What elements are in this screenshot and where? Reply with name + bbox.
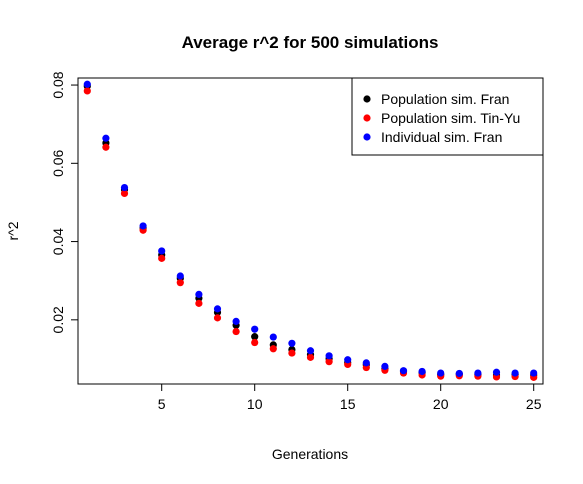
data-point — [251, 333, 259, 341]
x-axis: 5 10 15 20 25 — [158, 383, 542, 412]
legend-marker — [363, 95, 371, 103]
data-point — [176, 272, 184, 280]
y-axis-label: r^2 — [5, 221, 21, 240]
data-point — [344, 356, 352, 364]
data-point — [102, 143, 110, 151]
y-tick-label: 0.08 — [50, 71, 66, 98]
series-3 — [83, 80, 538, 378]
data-point — [288, 349, 296, 357]
data-point — [474, 369, 482, 377]
data-point — [530, 369, 538, 377]
data-point — [306, 353, 315, 361]
data-point — [399, 367, 408, 375]
data-point — [213, 305, 222, 313]
data-point — [325, 358, 333, 366]
data-point — [139, 222, 147, 230]
data-point — [455, 369, 463, 378]
data-point — [418, 367, 426, 376]
data-point — [251, 325, 259, 333]
legend-label: Population sim. Fran — [381, 91, 509, 107]
data-point — [269, 345, 277, 353]
data-point — [381, 362, 389, 370]
data-point — [251, 338, 259, 347]
data-point — [437, 369, 445, 377]
data-point — [306, 347, 315, 355]
data-point — [158, 254, 166, 262]
legend-label: Individual sim. Fran — [381, 129, 502, 145]
y-tick-label: 0.04 — [50, 228, 66, 255]
data-point — [83, 87, 91, 95]
y-tick-label: 0.06 — [50, 149, 66, 176]
data-point — [195, 290, 203, 298]
data-point — [120, 183, 129, 192]
y-tick-label: 0.02 — [50, 306, 66, 333]
legend-label: Population sim. Tin-Yu — [381, 110, 520, 126]
data-point — [362, 359, 370, 367]
legend: Population sim. Fran Population sim. Tin-… — [351, 77, 544, 156]
data-points — [83, 80, 538, 381]
x-tick-label: 5 — [158, 396, 166, 412]
legend-marker — [363, 133, 371, 141]
data-point — [195, 299, 203, 307]
data-point — [213, 314, 222, 322]
data-point — [120, 189, 129, 198]
x-axis-label: Generations — [272, 446, 348, 462]
x-tick-label: 15 — [340, 396, 356, 412]
data-point — [83, 80, 91, 88]
data-point — [492, 368, 501, 376]
data-point — [158, 247, 166, 255]
data-point — [269, 333, 277, 341]
data-point — [288, 339, 296, 347]
data-point — [232, 327, 240, 336]
data-point — [511, 369, 519, 377]
x-tick-label: 10 — [247, 396, 263, 412]
x-tick-label: 25 — [526, 396, 542, 412]
data-point — [232, 317, 240, 325]
chart-title: Average r^2 for 500 simulations — [182, 33, 439, 52]
legend-marker — [363, 114, 371, 122]
legend-box — [351, 77, 544, 156]
y-axis: 0.02 0.04 0.06 0.08 — [50, 71, 79, 333]
data-point — [176, 279, 184, 287]
data-point — [102, 134, 110, 142]
x-tick-label: 20 — [433, 396, 449, 412]
data-point — [325, 352, 333, 360]
